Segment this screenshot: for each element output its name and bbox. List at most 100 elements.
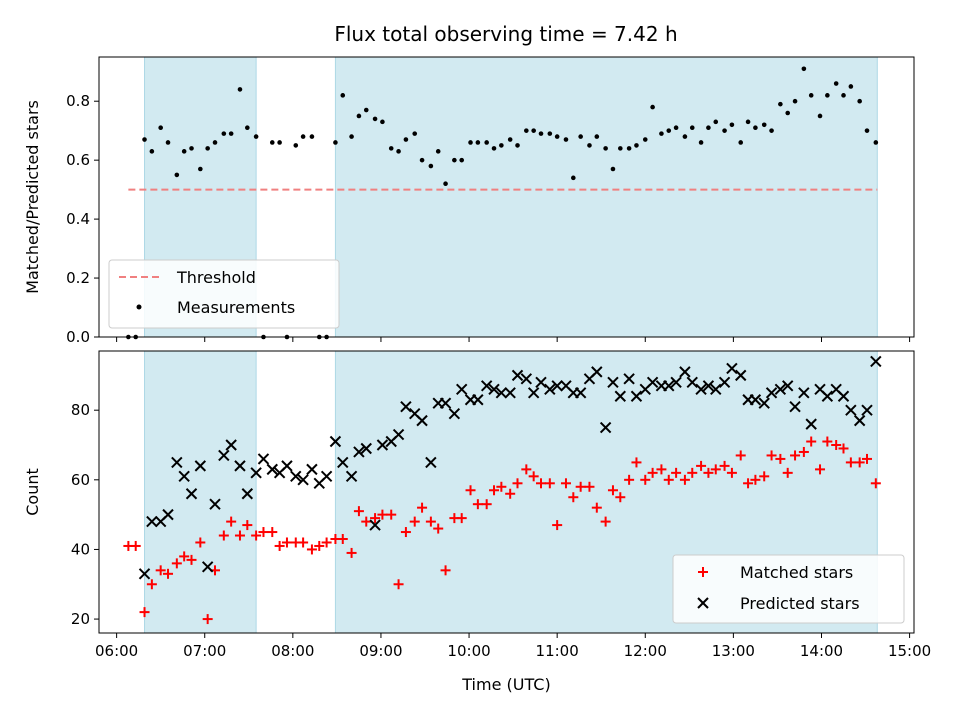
matched-point <box>671 467 682 478</box>
predicted-point <box>234 460 246 472</box>
measurement-point <box>300 134 306 139</box>
predicted-point <box>774 383 787 396</box>
predicted-point <box>448 407 461 420</box>
measurement-point <box>808 93 814 98</box>
measurement-point <box>864 128 870 133</box>
predicted-point <box>544 383 556 396</box>
cross-stroke <box>749 394 762 406</box>
predicted-point <box>376 439 389 451</box>
matched-point <box>743 478 754 489</box>
matched-point <box>440 565 451 576</box>
measurement-point <box>340 93 346 98</box>
matched-point <box>726 467 737 478</box>
matched-point <box>171 558 182 569</box>
measurement-point <box>245 125 250 131</box>
matched-point <box>146 579 157 590</box>
legend-box <box>672 554 905 624</box>
cross-stroke <box>670 376 682 389</box>
measurement-points <box>126 66 879 340</box>
predicted-point <box>392 428 405 441</box>
matched-point <box>687 467 698 478</box>
measurement-point <box>626 146 632 151</box>
cross-stroke <box>281 460 293 472</box>
predicted-point <box>853 414 866 427</box>
predicted-point <box>185 488 198 500</box>
predicted-point <box>702 380 715 392</box>
predicted-point <box>845 404 857 416</box>
cross-stroke <box>392 428 405 441</box>
measurement-point <box>459 157 465 163</box>
matched-point <box>544 478 555 489</box>
y-tick-label: 60 <box>71 471 90 489</box>
cross-stroke <box>845 404 857 416</box>
matched-point <box>663 474 674 485</box>
measurement-point <box>435 149 441 154</box>
cross-stroke <box>241 488 254 500</box>
measurement-point <box>403 137 409 142</box>
measurement-point <box>713 119 719 125</box>
matched-point <box>845 457 856 468</box>
predicted-point <box>495 387 508 399</box>
matched-point <box>409 516 420 527</box>
predicted-point <box>520 373 533 385</box>
predicted-point <box>504 387 516 399</box>
cross-stroke <box>345 470 358 483</box>
predicted-point <box>416 414 428 427</box>
measurement-point <box>792 98 798 104</box>
matched-point <box>854 457 865 468</box>
measurement-point <box>293 143 299 148</box>
cross-stroke <box>320 470 333 483</box>
matched-point <box>831 440 842 450</box>
cross-stroke <box>789 400 801 413</box>
cross-stroke <box>686 376 698 389</box>
matched-point <box>575 481 586 492</box>
matched-point <box>195 537 206 548</box>
x-tick-label: 15:00 <box>888 642 931 660</box>
matched-point <box>202 614 213 625</box>
matched-point <box>512 478 523 489</box>
measurement-point <box>738 140 744 145</box>
measurement-point <box>149 149 155 154</box>
cross-stroke <box>376 439 389 451</box>
cross-stroke <box>695 383 707 396</box>
measurement-point <box>515 143 520 148</box>
cross-stroke <box>710 383 722 396</box>
cross-stroke <box>439 397 452 409</box>
predicted-point <box>138 568 151 580</box>
measurement-point <box>396 149 401 154</box>
predicted-point <box>758 397 770 409</box>
legend-matched-label: Matched stars <box>740 563 853 582</box>
cross-stroke <box>574 387 587 399</box>
cross-stroke <box>416 414 428 427</box>
cross-stroke <box>821 390 834 402</box>
legend-x-marker <box>697 597 709 609</box>
predicted-point <box>439 397 452 409</box>
axes-frame <box>98 350 915 634</box>
cross-stroke <box>870 355 882 368</box>
measurement-point <box>174 172 180 178</box>
measurement-point <box>769 128 774 133</box>
measurement-point <box>165 140 171 145</box>
cross-stroke <box>266 463 278 476</box>
measurement-point <box>761 122 767 128</box>
cross-stroke <box>480 380 493 392</box>
count-panel: 06:00 07:00 08:00 09:00 10:00 11:00 12:00 13:00… <box>23 350 931 694</box>
measurement-point <box>745 119 751 125</box>
predicted-point <box>646 376 659 389</box>
x-axis-ticks <box>116 337 911 342</box>
predicted-point <box>695 383 707 396</box>
matched-point <box>226 516 237 527</box>
cross-stroke <box>614 390 627 402</box>
cross-stroke <box>646 376 659 389</box>
matched-point <box>607 485 618 496</box>
matched-point <box>346 547 357 558</box>
matched-point <box>806 436 817 447</box>
cross-stroke <box>544 383 556 396</box>
cross-stroke <box>861 404 873 416</box>
x-axis-ticks: 06:00 07:00 08:00 09:00 10:00 11:00 12:00 13:00… <box>95 633 931 660</box>
predicted-point <box>679 366 691 378</box>
predicted-point <box>663 380 675 392</box>
x-tick-label: 09:00 <box>359 642 402 660</box>
cross-stroke <box>178 470 190 483</box>
legend-predicted-swatch <box>697 597 709 609</box>
